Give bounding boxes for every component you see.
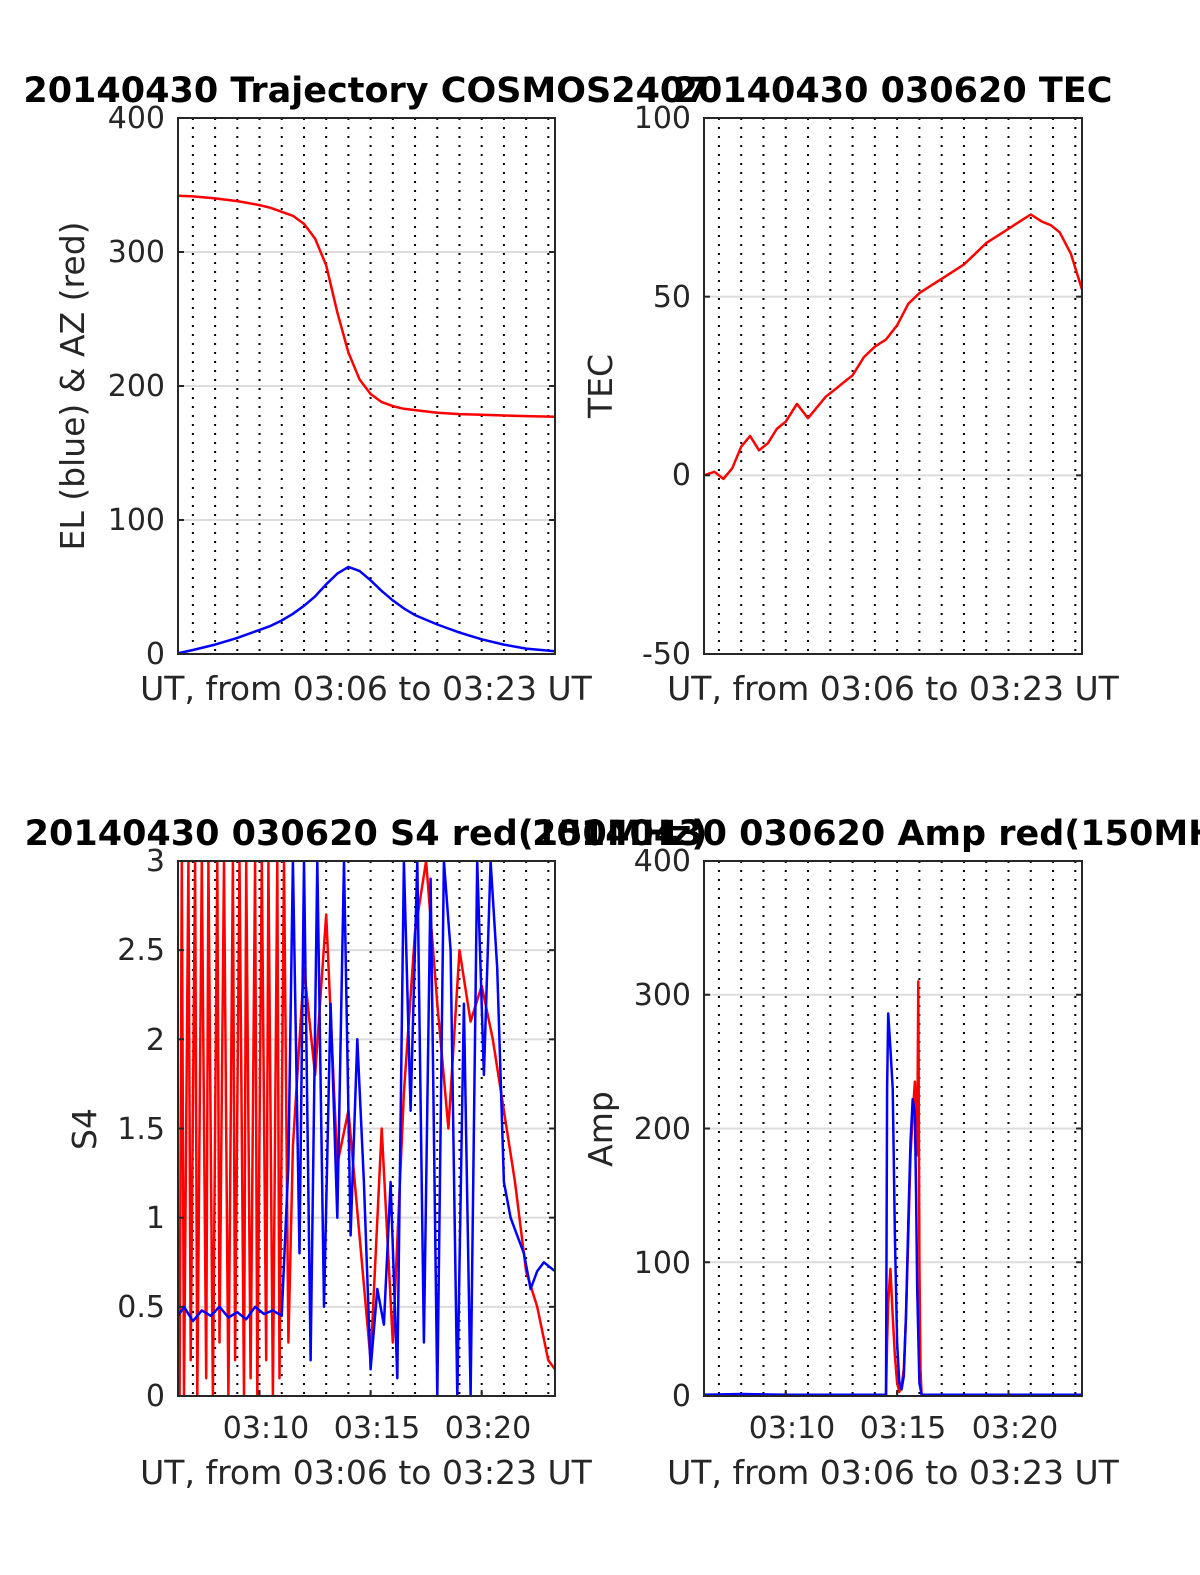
series-line-2	[178, 565, 555, 654]
series-layer	[178, 861, 555, 1396]
xtick-label: 03:20	[445, 1411, 531, 1446]
ytick-label: 400	[108, 101, 165, 136]
ytick-label: 0.5	[117, 1290, 165, 1325]
ytick-label: 0	[672, 1379, 691, 1414]
ytick-label: 2.5	[117, 933, 165, 968]
ytick-label: 1	[146, 1201, 165, 1236]
ytick-label: -50	[642, 637, 691, 672]
ytick-label: 400	[634, 844, 691, 879]
series-line-1	[178, 861, 555, 1396]
series-line-1	[704, 213, 1082, 481]
ytick-label: 300	[108, 235, 165, 270]
series-line-2	[704, 1012, 1082, 1396]
x-axis-label: UT, from 03:06 to 03:23 UT	[667, 669, 1120, 708]
xtick-label: 03:10	[749, 1411, 835, 1446]
ytick-label: 200	[108, 369, 165, 404]
xtick-label: 03:10	[223, 1411, 309, 1446]
y-axis-label: TEC	[581, 354, 620, 419]
panel-trajectory: 0 100 200 300 400 20140430 Trajectory CO…	[23, 71, 708, 708]
x-axis-label: UT, from 03:06 to 03:23 UT	[667, 1453, 1120, 1492]
series-layer	[178, 194, 555, 654]
x-axis-label: UT, from 03:06 to 03:23 UT	[140, 1453, 593, 1492]
panel-s4: 0 0.5 1 1.5 2 2.5 3 03:10 03:15 03:20 20…	[25, 814, 708, 1492]
panel-amp: 0 100 200 300 400 03:10 03:15 03:20 2014…	[532, 814, 1200, 1492]
y-axis-label: Amp	[581, 1091, 620, 1167]
ytick-label: 0	[146, 1379, 165, 1414]
series-line-1	[178, 194, 555, 419]
ticks	[704, 860, 1082, 1397]
y-axis-label: EL (blue) & AZ (red)	[53, 221, 92, 550]
ytick-label: 100	[634, 1246, 691, 1281]
ticks	[704, 117, 1082, 655]
grid	[704, 117, 1082, 655]
axes-box	[703, 117, 1083, 655]
ytick-label: 50	[653, 280, 691, 315]
grid	[178, 117, 555, 655]
ticks	[178, 860, 555, 1397]
chart-title: 20140430 Trajectory COSMOS2407	[23, 71, 708, 111]
ytick-label: 1.5	[117, 1112, 165, 1147]
ytick-label: 100	[108, 503, 165, 538]
panel-tec: -50 0 50 100 20140430 030620 TEC UT, fro…	[581, 71, 1120, 708]
xtick-label: 03:20	[972, 1411, 1058, 1446]
chart-title: 20140430 030620 TEC	[674, 71, 1113, 111]
ytick-label: 0	[146, 637, 165, 672]
ticks	[178, 117, 555, 655]
series-line-2	[178, 861, 555, 1396]
series-layer	[704, 213, 1082, 481]
ytick-label: 0	[672, 458, 691, 493]
x-axis-label: UT, from 03:06 to 03:23 UT	[140, 669, 593, 708]
xtick-label: 03:15	[860, 1411, 946, 1446]
ytick-label: 3	[146, 844, 165, 879]
xtick-label: 03:15	[334, 1411, 420, 1446]
chart-title: 20140430 030620 S4 red(150MHz)	[25, 814, 708, 854]
ytick-label: 200	[634, 1112, 691, 1147]
chart-title: 20140430 030620 Amp red(150MHz)	[532, 814, 1200, 854]
ytick-label: 300	[634, 978, 691, 1013]
series-layer	[704, 980, 1082, 1396]
ytick-label: 2	[146, 1023, 165, 1058]
y-axis-label: S4	[65, 1108, 104, 1150]
ytick-label: 100	[634, 101, 691, 136]
